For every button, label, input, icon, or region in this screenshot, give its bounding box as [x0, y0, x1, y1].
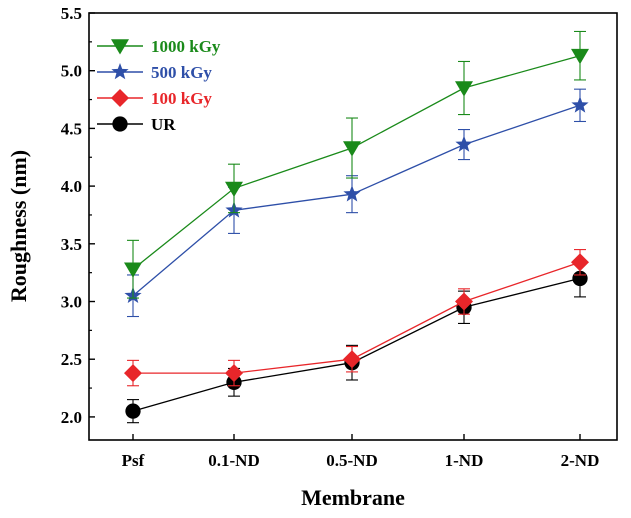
- data-point: [125, 403, 141, 419]
- data-point: [112, 116, 128, 132]
- data-point: [455, 81, 473, 97]
- x-axis-title: Membrane: [301, 485, 405, 510]
- data-point: [225, 364, 243, 383]
- y-tick-label: 2.0: [61, 408, 82, 427]
- y-tick-label: 4.0: [61, 177, 82, 196]
- data-point: [111, 39, 129, 55]
- data-point: [124, 262, 142, 278]
- y-tick-label: 2.5: [61, 350, 82, 369]
- x-tick-label: Psf: [122, 451, 145, 470]
- series: [125, 259, 588, 424]
- legend-label: 500 kGy: [151, 63, 212, 82]
- data-point: [455, 135, 473, 152]
- data-point: [571, 253, 589, 272]
- y-tick-label: 5.5: [61, 4, 82, 23]
- data-point: [124, 364, 142, 383]
- data-point: [455, 292, 473, 311]
- data-point: [343, 141, 361, 157]
- legend-label: UR: [151, 115, 176, 134]
- x-tick-label: 1-ND: [445, 451, 484, 470]
- y-tick-label: 4.5: [61, 119, 82, 138]
- y-tick-label: 3.5: [61, 235, 82, 254]
- legend-label: 1000 kGy: [151, 37, 221, 56]
- legend: 1000 kGy 500 kGy 100 kGy UR: [97, 37, 221, 134]
- ticks-layer: 2.0 2.5 3.0 3.5 4.0 4.5 5.0 5.5 Psf 0.1-ND 0.5-ND 1…: [61, 4, 600, 470]
- series-line: [132, 55, 581, 270]
- y-axis-title: Roughness (nm): [6, 150, 31, 302]
- y-tick-label: 5.0: [61, 62, 82, 81]
- data-point: [225, 181, 243, 197]
- data-point: [571, 96, 589, 113]
- data-point: [571, 48, 589, 65]
- series: [124, 249, 589, 387]
- data-point: [343, 185, 361, 202]
- x-tick-label: 0.1-ND: [208, 451, 259, 470]
- plot-frame: [88, 12, 618, 441]
- x-tick-label: 0.5-ND: [326, 451, 377, 470]
- legend-label: 100 kGy: [151, 89, 212, 108]
- y-tick-label: 3.0: [61, 293, 82, 312]
- x-tick-label: 2-ND: [561, 451, 600, 470]
- data-point: [343, 350, 361, 369]
- series-layer: [124, 30, 589, 424]
- series: [124, 30, 589, 299]
- data-point: [111, 63, 129, 80]
- data-point: [111, 89, 129, 107]
- series-line: [132, 277, 581, 412]
